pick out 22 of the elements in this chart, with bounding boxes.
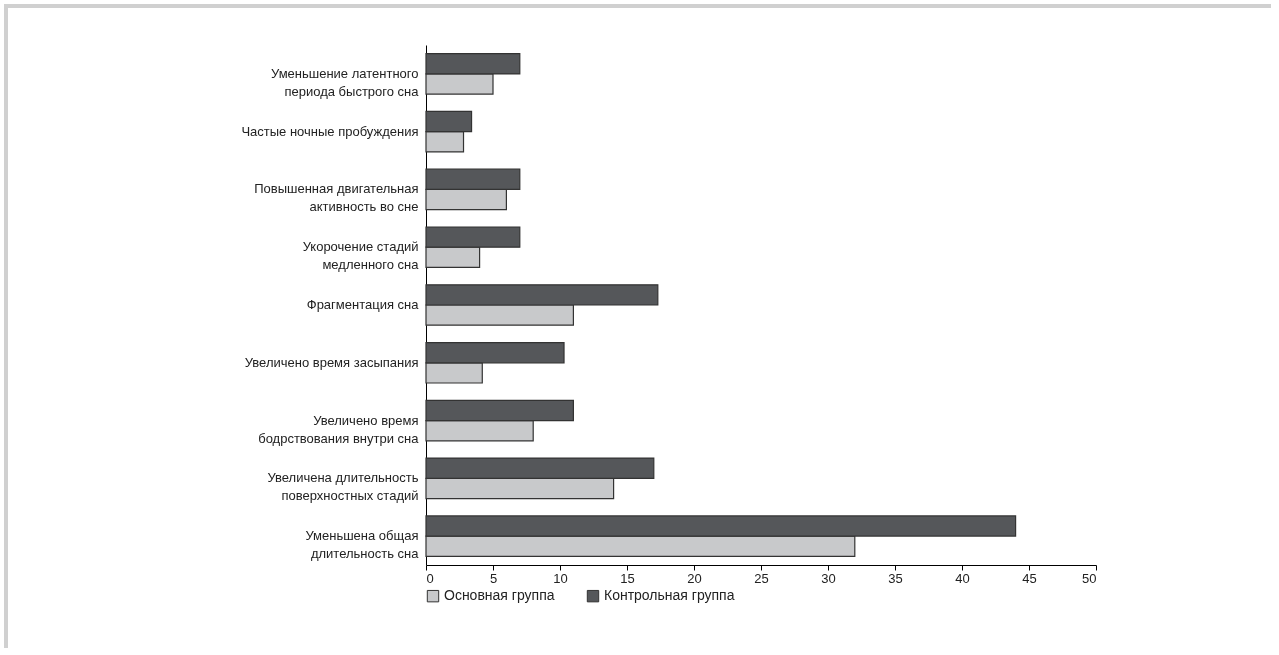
x-tick-label: 30 xyxy=(821,570,836,586)
y-tick-label: Уменьшение латентного периода быстрого сна xyxy=(270,65,420,99)
x-tick-label: 40 xyxy=(955,570,970,586)
x-tick-label: 35 xyxy=(888,570,903,586)
y-tick-label: Повышенная двигательная активность во сне xyxy=(254,181,419,215)
x-tick-label: 15 xyxy=(620,570,635,586)
x-tick-label: 0 xyxy=(426,570,434,586)
legend-label: Контрольная группа xyxy=(604,587,735,604)
y-tick-label: Укорочение стадий медленного сна xyxy=(302,239,420,273)
x-tick-label: 25 xyxy=(754,570,769,586)
legend-label: Основная группа xyxy=(444,587,555,604)
x-tick-label: 10 xyxy=(553,570,568,586)
y-tick-label: Увеличена длительность поверхностных стадий xyxy=(267,470,419,504)
y-tick-label: Увеличено время засыпания xyxy=(244,354,419,370)
x-tick-label: 50 xyxy=(1082,570,1097,586)
x-tick-label: 45 xyxy=(1022,570,1037,586)
y-tick-label: Увеличено время бодрствования внутри сна xyxy=(258,412,420,446)
x-tick-label: 5 xyxy=(489,570,498,586)
y-tick-label: Фрагментация сна xyxy=(306,297,420,312)
y-tick-label: Частые ночные пробуждения xyxy=(241,123,419,139)
x-tick-label: 20 xyxy=(687,570,702,586)
y-tick-label: Уменьшена общая длительность сна xyxy=(305,528,420,562)
